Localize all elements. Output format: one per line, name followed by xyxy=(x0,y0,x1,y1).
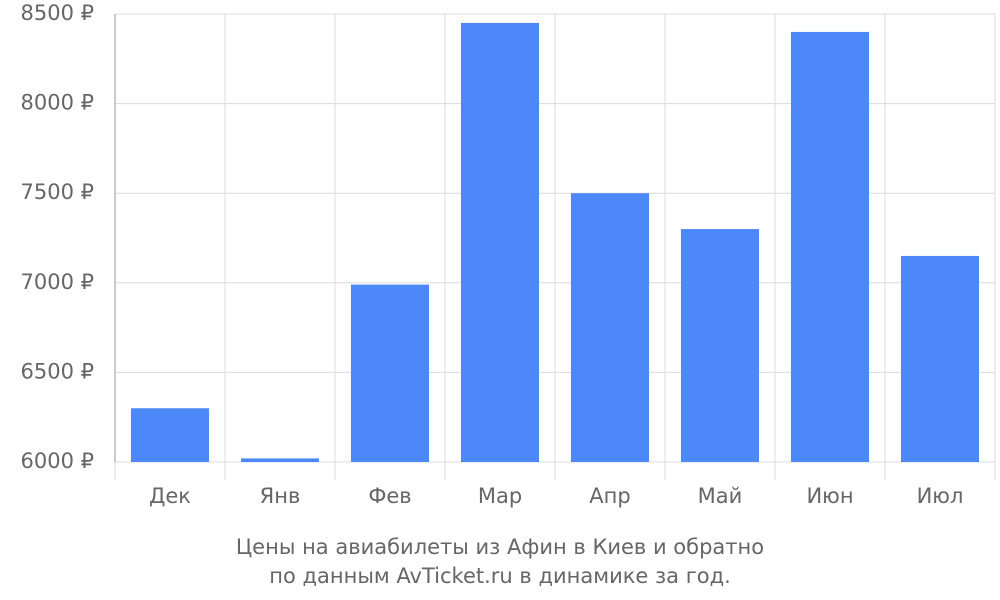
x-tick-label: Май xyxy=(698,484,743,508)
y-tick-label: 8500 ₽ xyxy=(21,1,94,25)
bar xyxy=(240,458,320,462)
x-tick-label: Янв xyxy=(260,484,301,508)
x-tick-label: Апр xyxy=(589,484,630,508)
bar xyxy=(680,229,760,462)
bar xyxy=(900,255,980,462)
x-tick-label: Июн xyxy=(806,484,853,508)
x-tick-label: Мар xyxy=(478,484,522,508)
x-tick-label: Фев xyxy=(368,484,411,508)
y-tick-label: 8000 ₽ xyxy=(21,91,94,115)
bar xyxy=(460,22,540,463)
bar xyxy=(790,31,870,462)
x-tick-label: Июл xyxy=(917,484,964,508)
y-tick-label: 7500 ₽ xyxy=(21,180,94,204)
y-tick-label: 7000 ₽ xyxy=(21,270,94,294)
chart-subtitle: по данным AvTicket.ru в динамике за год. xyxy=(269,564,731,588)
bar xyxy=(130,408,210,462)
x-tick-label: Дек xyxy=(149,484,191,508)
y-tick-label: 6000 ₽ xyxy=(21,449,94,473)
y-tick-label: 6500 ₽ xyxy=(21,359,94,383)
bar xyxy=(350,284,430,462)
chart-title: Цены на авиабилеты из Афин в Киев и обра… xyxy=(236,535,764,559)
bar xyxy=(570,193,650,462)
